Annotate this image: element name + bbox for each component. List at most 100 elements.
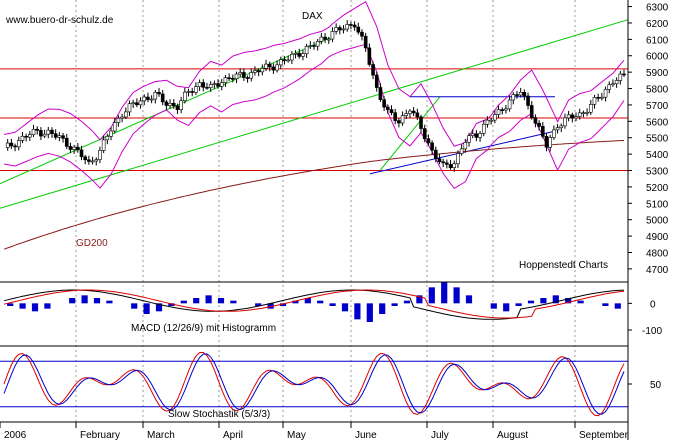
candle-body (245, 77, 250, 79)
candle-body (441, 161, 445, 164)
x-tick-label: February (80, 430, 120, 440)
candle-body (253, 70, 257, 73)
macd-y-tick-label: 0 (650, 299, 656, 310)
candle-body (367, 47, 372, 65)
candle-body (485, 119, 490, 125)
macd-label: MACD (12/26/9) mit Histogramm (131, 323, 276, 334)
candle-body (360, 31, 364, 37)
candle-body (518, 92, 523, 96)
candle-body (459, 148, 464, 154)
stochastic-panel (0, 351, 628, 417)
candle-body (76, 146, 80, 151)
x-tick-label: March (147, 430, 175, 440)
candle-body (467, 135, 471, 143)
candle-body (127, 103, 132, 113)
candle-body (452, 163, 457, 169)
candle-body (478, 133, 482, 138)
candle-body (552, 129, 556, 138)
candle-body (68, 146, 73, 150)
candle-body (338, 27, 342, 31)
candle-body (16, 140, 21, 148)
candle-body (618, 73, 623, 81)
macd-panel (3, 282, 625, 322)
candle-body (544, 136, 549, 148)
candle-body (577, 112, 582, 117)
candle-body (397, 120, 401, 124)
candle-body (408, 110, 412, 114)
candle-body (378, 87, 383, 100)
price-y-tick-label: 6200 (646, 19, 669, 30)
candle-body (53, 133, 58, 138)
candle-body (219, 82, 224, 87)
candle-body (83, 156, 87, 161)
candle-body (319, 36, 324, 42)
price-y-tick-label: 5700 (646, 101, 669, 112)
x-tick-label: September (579, 430, 629, 440)
candle-body (90, 160, 95, 163)
candle-body (437, 158, 442, 163)
price-y-tick-label: 5400 (646, 150, 669, 161)
candle-body (541, 126, 545, 137)
candle-body (101, 139, 106, 151)
candle-body (312, 45, 316, 47)
candle-body (585, 111, 589, 114)
price-y-tick-label: 6100 (646, 35, 669, 46)
candle-body (389, 109, 394, 113)
price-y-tick-label: 5600 (646, 117, 669, 128)
gd200-line (3, 139, 625, 250)
candle-body (9, 142, 14, 147)
candle-body (183, 91, 187, 102)
chart-title: DAX (302, 11, 323, 22)
candle-body (175, 105, 180, 110)
candle-body (208, 84, 213, 89)
price-candles (5, 20, 626, 172)
candle-body (323, 36, 327, 40)
candle-body (153, 92, 158, 100)
price-y-tick-label: 5500 (646, 134, 669, 145)
candle-body (249, 72, 254, 79)
watermark: www.buero-dr-schulz.de (5, 15, 114, 26)
macd-signal-line (3, 289, 625, 319)
candle-body (529, 105, 534, 118)
candle-body (286, 59, 290, 62)
stochastic-d-line (3, 353, 625, 415)
candle-body (493, 114, 497, 121)
bollinger-upper (3, 0, 625, 147)
source-label: Hoppenstedt Charts (519, 260, 608, 271)
candle-body (31, 128, 36, 135)
candle-body (386, 106, 390, 110)
candle-body (142, 96, 147, 102)
candle-body (496, 109, 501, 115)
candle-body (537, 122, 541, 127)
candle-body (315, 41, 320, 47)
candle-body (112, 122, 117, 132)
stochastic-y-tick-label: 50 (650, 380, 662, 391)
candle-body (256, 70, 261, 73)
candle-body (411, 110, 416, 114)
candle-body (123, 111, 128, 118)
candle-body (607, 84, 612, 90)
candle-body (345, 24, 350, 30)
candle-body (87, 159, 91, 162)
candle-body (374, 74, 379, 88)
candle-body (600, 96, 604, 99)
candle-body (160, 93, 165, 103)
candle-body (231, 78, 235, 80)
price-y-tick-label: 5800 (646, 85, 669, 96)
candle-body (522, 92, 527, 97)
candle-body (352, 24, 357, 28)
candle-body (570, 114, 575, 119)
candle-body (234, 73, 239, 80)
x-tick-label: April (223, 430, 243, 440)
candle-body (138, 100, 143, 106)
x-tick-label: June (355, 430, 377, 440)
candle-body (448, 164, 453, 169)
candle-body (588, 104, 593, 113)
candle-body (422, 128, 427, 140)
candle-body (301, 53, 305, 57)
candle-body (275, 64, 279, 71)
candle-body (400, 115, 405, 124)
candle-body (555, 127, 560, 131)
candle-body (603, 89, 608, 98)
candle-body (356, 26, 361, 33)
